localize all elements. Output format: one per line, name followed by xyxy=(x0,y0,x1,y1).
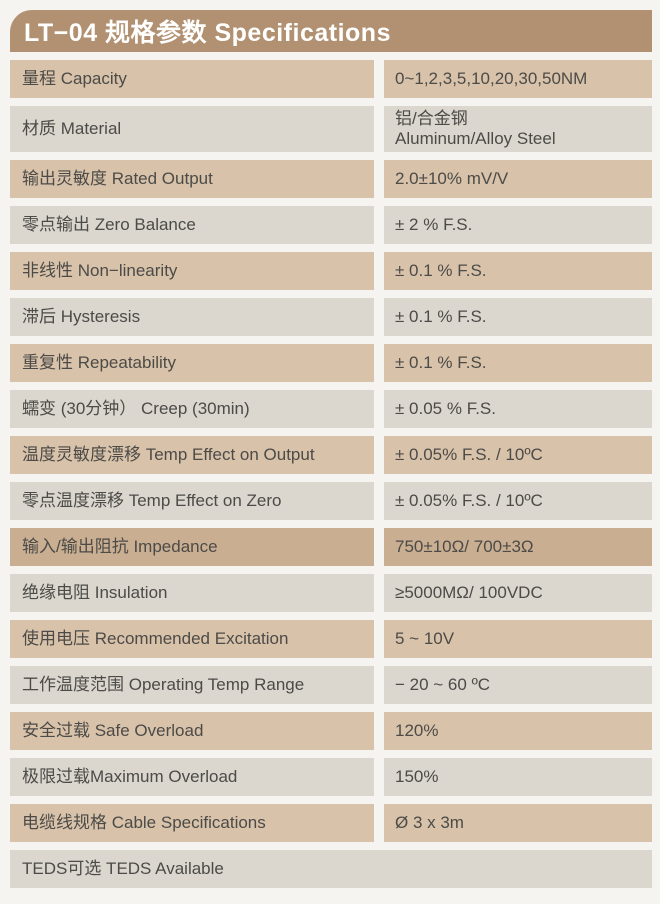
spec-row-excitation: 使用电压 Recommended Excitation 5 ~ 10V xyxy=(10,620,652,658)
spec-label: 使用电压 Recommended Excitation xyxy=(10,620,374,658)
page-header: LT−04 规格参数 Specifications xyxy=(10,10,652,52)
spec-value: ± 0.05 % F.S. xyxy=(384,390,652,428)
spec-row-temp-effect-output: 温度灵敏度漂移 Temp Effect on Output ± 0.05% F.… xyxy=(10,436,652,474)
spec-value: 0~1,2,3,5,10,20,30,50NM xyxy=(384,60,652,98)
spec-label: 温度灵敏度漂移 Temp Effect on Output xyxy=(10,436,374,474)
spec-value: 铝/合金钢 Aluminum/Alloy Steel xyxy=(384,106,652,152)
spec-label: 零点温度漂移 Temp Effect on Zero xyxy=(10,482,374,520)
spec-label: TEDS可选 TEDS Available xyxy=(10,850,652,888)
spec-label: 非线性 Non−linearity xyxy=(10,252,374,290)
spec-value: 2.0±10% mV/V xyxy=(384,160,652,198)
spec-row-hysteresis: 滞后 Hysteresis ± 0.1 % F.S. xyxy=(10,298,652,336)
spec-row-zero-balance: 零点输出 Zero Balance ± 2 % F.S. xyxy=(10,206,652,244)
spec-row-safe-overload: 安全过载 Safe Overload 120% xyxy=(10,712,652,750)
spec-value: ± 0.1 % F.S. xyxy=(384,252,652,290)
spec-row-material: 材质 Material 铝/合金钢 Aluminum/Alloy Steel xyxy=(10,106,652,152)
spec-value: 120% xyxy=(384,712,652,750)
spec-label: 绝缘电阻 Insulation xyxy=(10,574,374,612)
spec-row-operating-temp-range: 工作温度范围 Operating Temp Range − 20 ~ 60 ºC xyxy=(10,666,652,704)
spec-row-non-linearity: 非线性 Non−linearity ± 0.1 % F.S. xyxy=(10,252,652,290)
spec-label: 输出灵敏度 Rated Output xyxy=(10,160,374,198)
spec-label: 重复性 Repeatability xyxy=(10,344,374,382)
spec-label: 蠕变 (30分钟） Creep (30min) xyxy=(10,390,374,428)
spec-value: ± 0.05% F.S. / 10ºC xyxy=(384,482,652,520)
spec-table: 量程 Capacity 0~1,2,3,5,10,20,30,50NM 材质 M… xyxy=(10,60,652,888)
spec-label: 材质 Material xyxy=(10,106,374,152)
spec-value: ± 2 % F.S. xyxy=(384,206,652,244)
spec-label: 零点输出 Zero Balance xyxy=(10,206,374,244)
spec-value: ≥5000MΩ/ 100VDC xyxy=(384,574,652,612)
spec-row-maximum-overload: 极限过载Maximum Overload 150% xyxy=(10,758,652,796)
spec-label: 安全过载 Safe Overload xyxy=(10,712,374,750)
spec-value: ± 0.1 % F.S. xyxy=(384,344,652,382)
spec-label: 工作温度范围 Operating Temp Range xyxy=(10,666,374,704)
spec-label: 极限过载Maximum Overload xyxy=(10,758,374,796)
spec-value: ± 0.1 % F.S. xyxy=(384,298,652,336)
spec-value: − 20 ~ 60 ºC xyxy=(384,666,652,704)
spec-row-creep: 蠕变 (30分钟） Creep (30min) ± 0.05 % F.S. xyxy=(10,390,652,428)
spec-label: 量程 Capacity xyxy=(10,60,374,98)
spec-row-impedance: 输入/输出阻抗 Impedance 750±10Ω/ 700±3Ω xyxy=(10,528,652,566)
spec-label: 滞后 Hysteresis xyxy=(10,298,374,336)
spec-value: 150% xyxy=(384,758,652,796)
spec-value: 750±10Ω/ 700±3Ω xyxy=(384,528,652,566)
spec-row-capacity: 量程 Capacity 0~1,2,3,5,10,20,30,50NM xyxy=(10,60,652,98)
spec-label: 电缆线规格 Cable Specifications xyxy=(10,804,374,842)
spec-row-cable-specifications: 电缆线规格 Cable Specifications Ø 3 x 3m xyxy=(10,804,652,842)
spec-row-temp-effect-zero: 零点温度漂移 Temp Effect on Zero ± 0.05% F.S. … xyxy=(10,482,652,520)
spec-value: Ø 3 x 3m xyxy=(384,804,652,842)
spec-sheet-page: LT−04 规格参数 Specifications 量程 Capacity 0~… xyxy=(0,10,660,904)
page-title: LT−04 规格参数 Specifications xyxy=(24,19,391,47)
spec-value: ± 0.05% F.S. / 10ºC xyxy=(384,436,652,474)
spec-label: 输入/输出阻抗 Impedance xyxy=(10,528,374,566)
spec-row-repeatability: 重复性 Repeatability ± 0.1 % F.S. xyxy=(10,344,652,382)
spec-row-teds: TEDS可选 TEDS Available xyxy=(10,850,652,888)
spec-value: 5 ~ 10V xyxy=(384,620,652,658)
spec-row-insulation: 绝缘电阻 Insulation ≥5000MΩ/ 100VDC xyxy=(10,574,652,612)
spec-row-rated-output: 输出灵敏度 Rated Output 2.0±10% mV/V xyxy=(10,160,652,198)
